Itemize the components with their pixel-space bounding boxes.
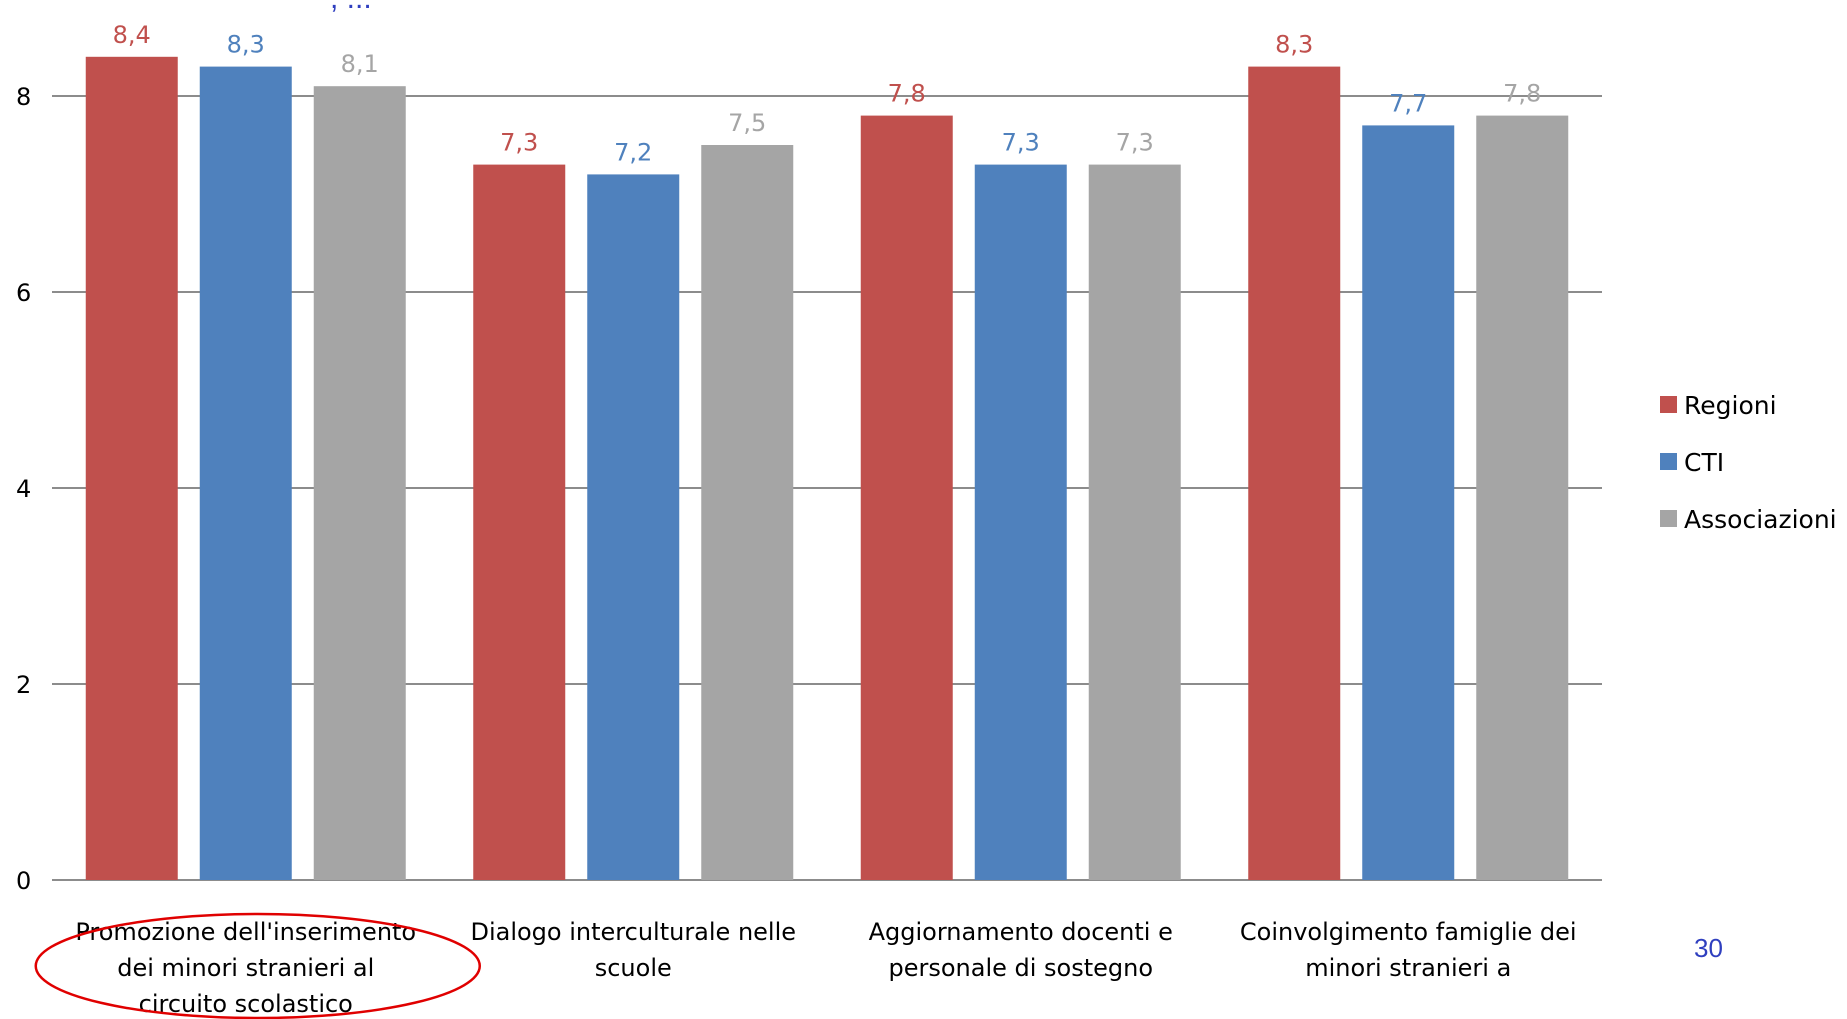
bar [974, 164, 1067, 881]
y-axis: 0 2 4 6 8 [16, 83, 31, 895]
data-label: 7,3 [500, 129, 538, 157]
category-label: Aggiornamento docenti e personale di sost… [869, 918, 1173, 982]
category-label-line: Aggiornamento docenti e [869, 918, 1173, 946]
bar [1088, 164, 1181, 881]
category-label-line: personale di sostegno [888, 954, 1153, 982]
category-label-line: dei minori stranieri al [117, 954, 374, 982]
category-label-line: Coinvolgimento famiglie dei [1240, 918, 1577, 946]
bar [199, 66, 292, 881]
legend-label: Associazioni [1684, 505, 1837, 534]
data-labels: 8,4 8,3 8,1 7,3 7,2 7,5 7,8 7,3 7,3 8,3 7,7 7,8 [113, 21, 1542, 167]
data-label: 8,3 [227, 31, 265, 59]
x-axis: Promozione dell'inserimento dei minori st… [75, 918, 1576, 1018]
bars [85, 56, 1569, 881]
bar [313, 86, 406, 880]
y-tick-label: 6 [16, 279, 31, 307]
bar [1248, 66, 1341, 881]
slide-title-fragment: , ... [330, 0, 372, 15]
data-label: 8,4 [113, 21, 151, 49]
category-label: Dialogo interculturale nelle scuole [470, 918, 796, 982]
highlight-ellipse [34, 912, 481, 1019]
y-tick-label: 4 [16, 475, 31, 503]
data-label: 7,8 [1503, 80, 1541, 108]
category-label: Coinvolgimento famiglie dei minori strani… [1240, 918, 1577, 982]
legend: Regioni CTI Associazioni [1660, 391, 1837, 534]
data-label: 7,7 [1389, 89, 1427, 117]
data-label: 7,3 [1002, 129, 1040, 157]
gridlines [52, 95, 1602, 881]
bar [85, 56, 178, 881]
annotation [34, 912, 481, 1019]
data-label: 7,2 [614, 138, 652, 166]
legend-label: CTI [1684, 448, 1724, 477]
y-tick-label: 0 [16, 867, 31, 895]
category-label-line: minori stranieri a [1305, 954, 1511, 982]
legend-swatch [1660, 396, 1677, 413]
bar [860, 115, 953, 881]
bar [701, 145, 794, 880]
bar [1476, 115, 1569, 881]
data-label: 7,5 [728, 109, 766, 137]
data-label: 7,8 [888, 80, 926, 108]
category-label-line: Dialogo interculturale nelle [470, 918, 796, 946]
y-tick-label: 2 [16, 671, 31, 699]
page-number: 30 [1694, 933, 1723, 963]
data-label: 8,3 [1275, 31, 1313, 59]
data-label: 7,3 [1116, 129, 1154, 157]
bar [473, 164, 566, 881]
category-label: Promozione dell'inserimento dei minori st… [75, 918, 416, 1018]
y-tick-label: 8 [16, 83, 31, 111]
bar [587, 174, 680, 880]
bar [1362, 125, 1455, 880]
category-label-line: Promozione dell'inserimento [75, 918, 416, 946]
legend-swatch [1660, 453, 1677, 470]
data-label: 8,1 [341, 50, 379, 78]
category-label-line: scuole [595, 954, 672, 982]
legend-swatch [1660, 510, 1677, 527]
legend-label: Regioni [1684, 391, 1777, 420]
